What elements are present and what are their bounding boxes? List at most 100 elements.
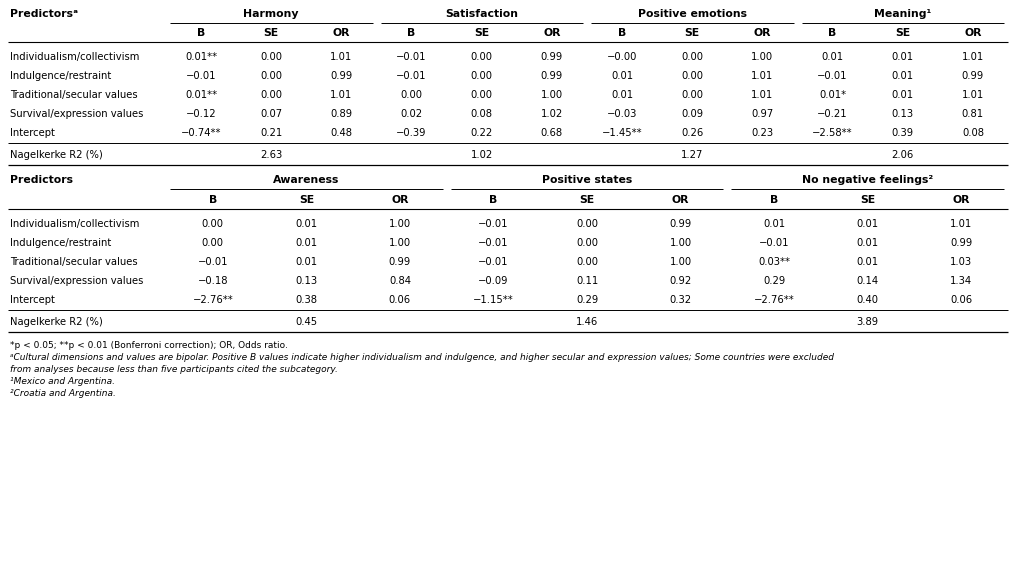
Text: 0.01: 0.01 <box>892 90 913 100</box>
Text: 1.00: 1.00 <box>752 52 773 62</box>
Text: 1.46: 1.46 <box>576 317 598 327</box>
Text: 0.48: 0.48 <box>330 128 353 138</box>
Text: B: B <box>828 28 837 38</box>
Text: Indulgence/restraint: Indulgence/restraint <box>10 71 111 81</box>
Text: 0.00: 0.00 <box>202 238 224 248</box>
Text: −0.12: −0.12 <box>186 109 216 119</box>
Text: 0.84: 0.84 <box>389 276 410 286</box>
Text: −0.09: −0.09 <box>479 276 509 286</box>
Text: 0.23: 0.23 <box>752 128 773 138</box>
Text: OR: OR <box>952 195 970 205</box>
Text: 1.00: 1.00 <box>389 219 410 229</box>
Text: −1.45**: −1.45** <box>601 128 642 138</box>
Text: Nagelkerke R2 (%): Nagelkerke R2 (%) <box>10 317 103 327</box>
Text: 0.03**: 0.03** <box>758 257 790 267</box>
Text: 0.02: 0.02 <box>400 109 423 119</box>
Text: 0.81: 0.81 <box>962 109 983 119</box>
Text: 0.14: 0.14 <box>856 276 879 286</box>
Text: −0.01: −0.01 <box>817 71 847 81</box>
Text: −0.01: −0.01 <box>479 238 509 248</box>
Text: 0.11: 0.11 <box>576 276 598 286</box>
Text: OR: OR <box>754 28 771 38</box>
Text: 0.29: 0.29 <box>763 276 785 286</box>
Text: 0.01: 0.01 <box>856 238 879 248</box>
Text: 0.99: 0.99 <box>962 71 985 81</box>
Text: 0.00: 0.00 <box>682 90 703 100</box>
Text: 0.32: 0.32 <box>670 295 692 305</box>
Text: 1.02: 1.02 <box>541 109 563 119</box>
Text: 0.00: 0.00 <box>470 52 493 62</box>
Text: OR: OR <box>391 195 408 205</box>
Text: 0.99: 0.99 <box>541 71 563 81</box>
Text: 0.99: 0.99 <box>330 71 353 81</box>
Text: B: B <box>197 28 205 38</box>
Text: 1.01: 1.01 <box>330 52 353 62</box>
Text: 0.01: 0.01 <box>892 71 913 81</box>
Text: 0.00: 0.00 <box>470 90 493 100</box>
Text: Traditional/secular values: Traditional/secular values <box>10 257 137 267</box>
Text: 1.01: 1.01 <box>962 52 985 62</box>
Text: 0.29: 0.29 <box>576 295 598 305</box>
Text: 1.02: 1.02 <box>470 150 493 160</box>
Text: B: B <box>208 195 216 205</box>
Text: Indulgence/restraint: Indulgence/restraint <box>10 238 111 248</box>
Text: Meaning¹: Meaning¹ <box>874 9 932 19</box>
Text: −0.39: −0.39 <box>396 128 427 138</box>
Text: 1.01: 1.01 <box>330 90 353 100</box>
Text: ²Croatia and Argentina.: ²Croatia and Argentina. <box>10 390 116 398</box>
Text: OR: OR <box>332 28 351 38</box>
Text: 0.68: 0.68 <box>541 128 563 138</box>
Text: SE: SE <box>579 195 594 205</box>
Text: 0.99: 0.99 <box>541 52 563 62</box>
Text: SE: SE <box>861 195 875 205</box>
Text: OR: OR <box>544 28 561 38</box>
Text: 1.27: 1.27 <box>681 150 703 160</box>
Text: 0.01: 0.01 <box>763 219 785 229</box>
Text: 0.97: 0.97 <box>751 109 773 119</box>
Text: SE: SE <box>264 28 278 38</box>
Text: 0.08: 0.08 <box>470 109 493 119</box>
Text: 0.01: 0.01 <box>822 52 843 62</box>
Text: 1.00: 1.00 <box>670 238 692 248</box>
Text: 0.38: 0.38 <box>296 295 317 305</box>
Text: 0.01: 0.01 <box>856 257 879 267</box>
Text: 0.21: 0.21 <box>260 128 282 138</box>
Text: −0.01: −0.01 <box>396 71 427 81</box>
Text: 2.63: 2.63 <box>260 150 282 160</box>
Text: 0.39: 0.39 <box>892 128 913 138</box>
Text: SE: SE <box>685 28 700 38</box>
Text: 0.00: 0.00 <box>260 71 282 81</box>
Text: 0.00: 0.00 <box>682 71 703 81</box>
Text: 0.13: 0.13 <box>892 109 913 119</box>
Text: OR: OR <box>964 28 981 38</box>
Text: Individualism/collectivism: Individualism/collectivism <box>10 219 139 229</box>
Text: ᵃCultural dimensions and values are bipolar. Positive B values indicate higher i: ᵃCultural dimensions and values are bipo… <box>10 354 834 363</box>
Text: Survival/expression values: Survival/expression values <box>10 109 143 119</box>
Text: −0.01: −0.01 <box>479 257 509 267</box>
Text: 0.00: 0.00 <box>202 219 224 229</box>
Text: 0.45: 0.45 <box>296 317 317 327</box>
Text: Individualism/collectivism: Individualism/collectivism <box>10 52 139 62</box>
Text: 0.01: 0.01 <box>296 219 317 229</box>
Text: −0.00: −0.00 <box>607 52 637 62</box>
Text: 0.00: 0.00 <box>260 52 282 62</box>
Text: 0.40: 0.40 <box>856 295 879 305</box>
Text: 0.01: 0.01 <box>892 52 913 62</box>
Text: Predictors: Predictors <box>10 175 73 185</box>
Text: OR: OR <box>672 195 689 205</box>
Text: 0.99: 0.99 <box>670 219 692 229</box>
Text: 0.99: 0.99 <box>950 238 972 248</box>
Text: Positive states: Positive states <box>542 175 632 185</box>
Text: 1.00: 1.00 <box>541 90 563 100</box>
Text: −0.03: −0.03 <box>607 109 637 119</box>
Text: −2.76**: −2.76** <box>192 295 233 305</box>
Text: from analyses because less than five participants cited the subcategory.: from analyses because less than five par… <box>10 366 338 375</box>
Text: Positive emotions: Positive emotions <box>638 9 747 19</box>
Text: 0.01: 0.01 <box>296 238 317 248</box>
Text: 0.13: 0.13 <box>296 276 317 286</box>
Text: B: B <box>770 195 778 205</box>
Text: 0.09: 0.09 <box>681 109 703 119</box>
Text: 0.00: 0.00 <box>682 52 703 62</box>
Text: 0.06: 0.06 <box>389 295 410 305</box>
Text: 0.01: 0.01 <box>296 257 317 267</box>
